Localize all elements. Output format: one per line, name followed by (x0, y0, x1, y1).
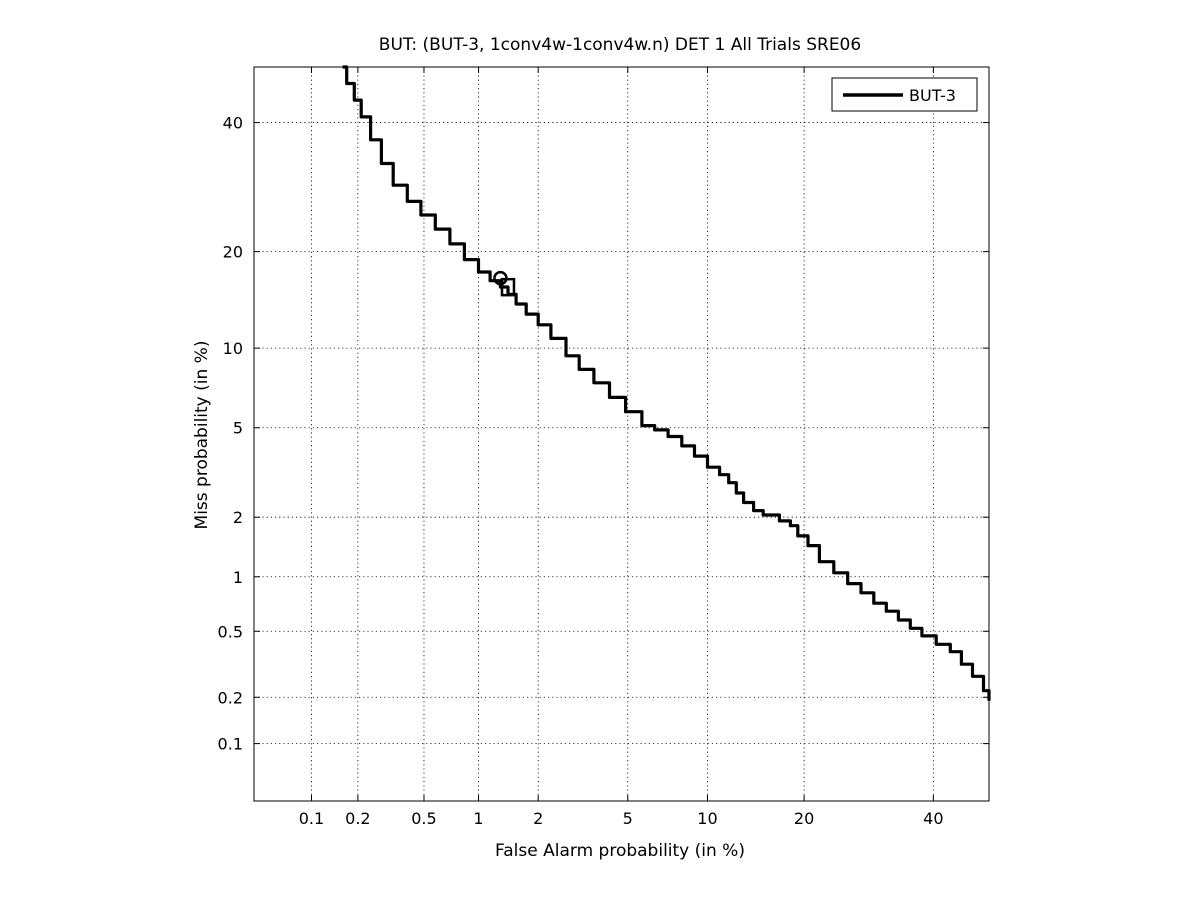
legend: BUT-3 (831, 77, 978, 112)
x-tick-label: 0.5 (411, 809, 436, 828)
y-tick-label: 1 (233, 568, 243, 587)
y-tick-label: 10 (223, 339, 243, 358)
marker-layer (493, 270, 516, 297)
y-axis-ticks: 0.1 0.2 0.5 1 2 5 10 20 40 (218, 114, 989, 754)
x-axis-ticks: 0.1 0.2 0.5 1 2 5 10 20 40 (299, 67, 944, 828)
act-dcf-square-marker (500, 277, 516, 297)
chart-title: BUT: (BUT-3, 1conv4w-1conv4w.n) DET 1 Al… (379, 35, 861, 55)
det-curve-but-3 (342, 65, 991, 701)
series-layer (342, 65, 991, 701)
y-tick-label: 0.1 (218, 735, 243, 754)
y-tick-label: 5 (233, 419, 243, 438)
x-tick-label: 10 (697, 809, 717, 828)
grid (254, 67, 989, 801)
y-tick-label: 20 (223, 243, 243, 262)
x-tick-label: 40 (923, 809, 943, 828)
x-axis-label: False Alarm probability (in %) (495, 841, 745, 861)
x-tick-label: 1 (473, 809, 483, 828)
y-tick-label: 40 (223, 114, 243, 133)
x-tick-label: 5 (623, 809, 633, 828)
x-tick-label: 0.1 (299, 809, 324, 828)
x-tick-label: 2 (533, 809, 543, 828)
y-tick-label: 2 (233, 508, 243, 527)
y-axis-label: Miss probability (in %) (192, 341, 212, 530)
y-tick-label: 0.5 (218, 622, 243, 641)
x-tick-label: 20 (794, 809, 814, 828)
legend-label: BUT-3 (909, 86, 956, 105)
y-tick-label: 0.2 (218, 688, 243, 707)
x-tick-label: 0.2 (345, 809, 370, 828)
plot-frame (253, 66, 990, 802)
